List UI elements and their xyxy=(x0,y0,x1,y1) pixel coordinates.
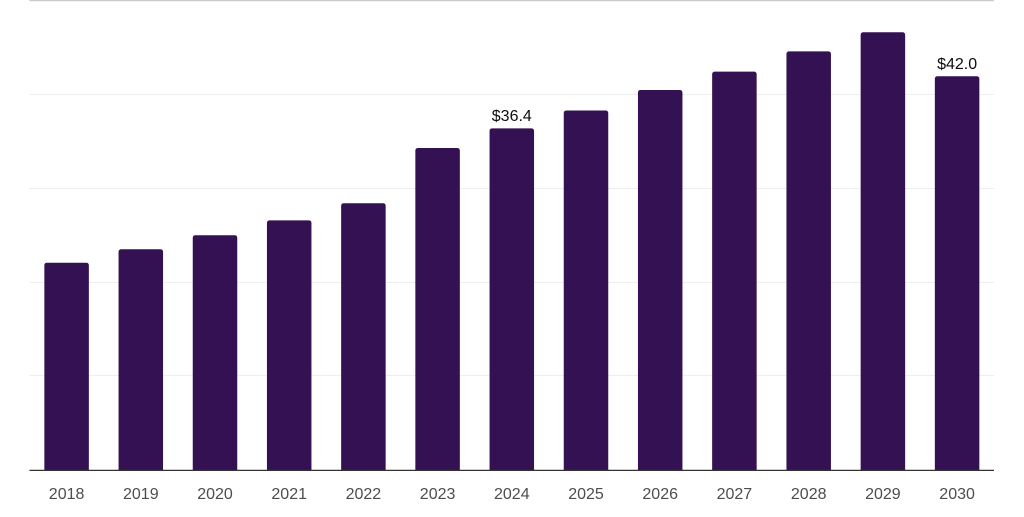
svg-text:2030: 2030 xyxy=(939,486,975,503)
svg-text:$36.4: $36.4 xyxy=(492,108,532,125)
svg-text:2022: 2022 xyxy=(346,486,382,503)
svg-text:2028: 2028 xyxy=(791,486,827,503)
svg-text:2026: 2026 xyxy=(642,486,678,503)
svg-text:$42.0: $42.0 xyxy=(937,56,977,73)
svg-text:2019: 2019 xyxy=(123,486,159,503)
svg-text:2025: 2025 xyxy=(568,486,604,503)
svg-text:2024: 2024 xyxy=(494,486,530,503)
svg-text:2020: 2020 xyxy=(197,486,233,503)
svg-text:2027: 2027 xyxy=(717,486,753,503)
svg-text:2018: 2018 xyxy=(49,486,85,503)
svg-text:2021: 2021 xyxy=(271,486,307,503)
svg-text:2023: 2023 xyxy=(420,486,456,503)
svg-text:2029: 2029 xyxy=(865,486,901,503)
